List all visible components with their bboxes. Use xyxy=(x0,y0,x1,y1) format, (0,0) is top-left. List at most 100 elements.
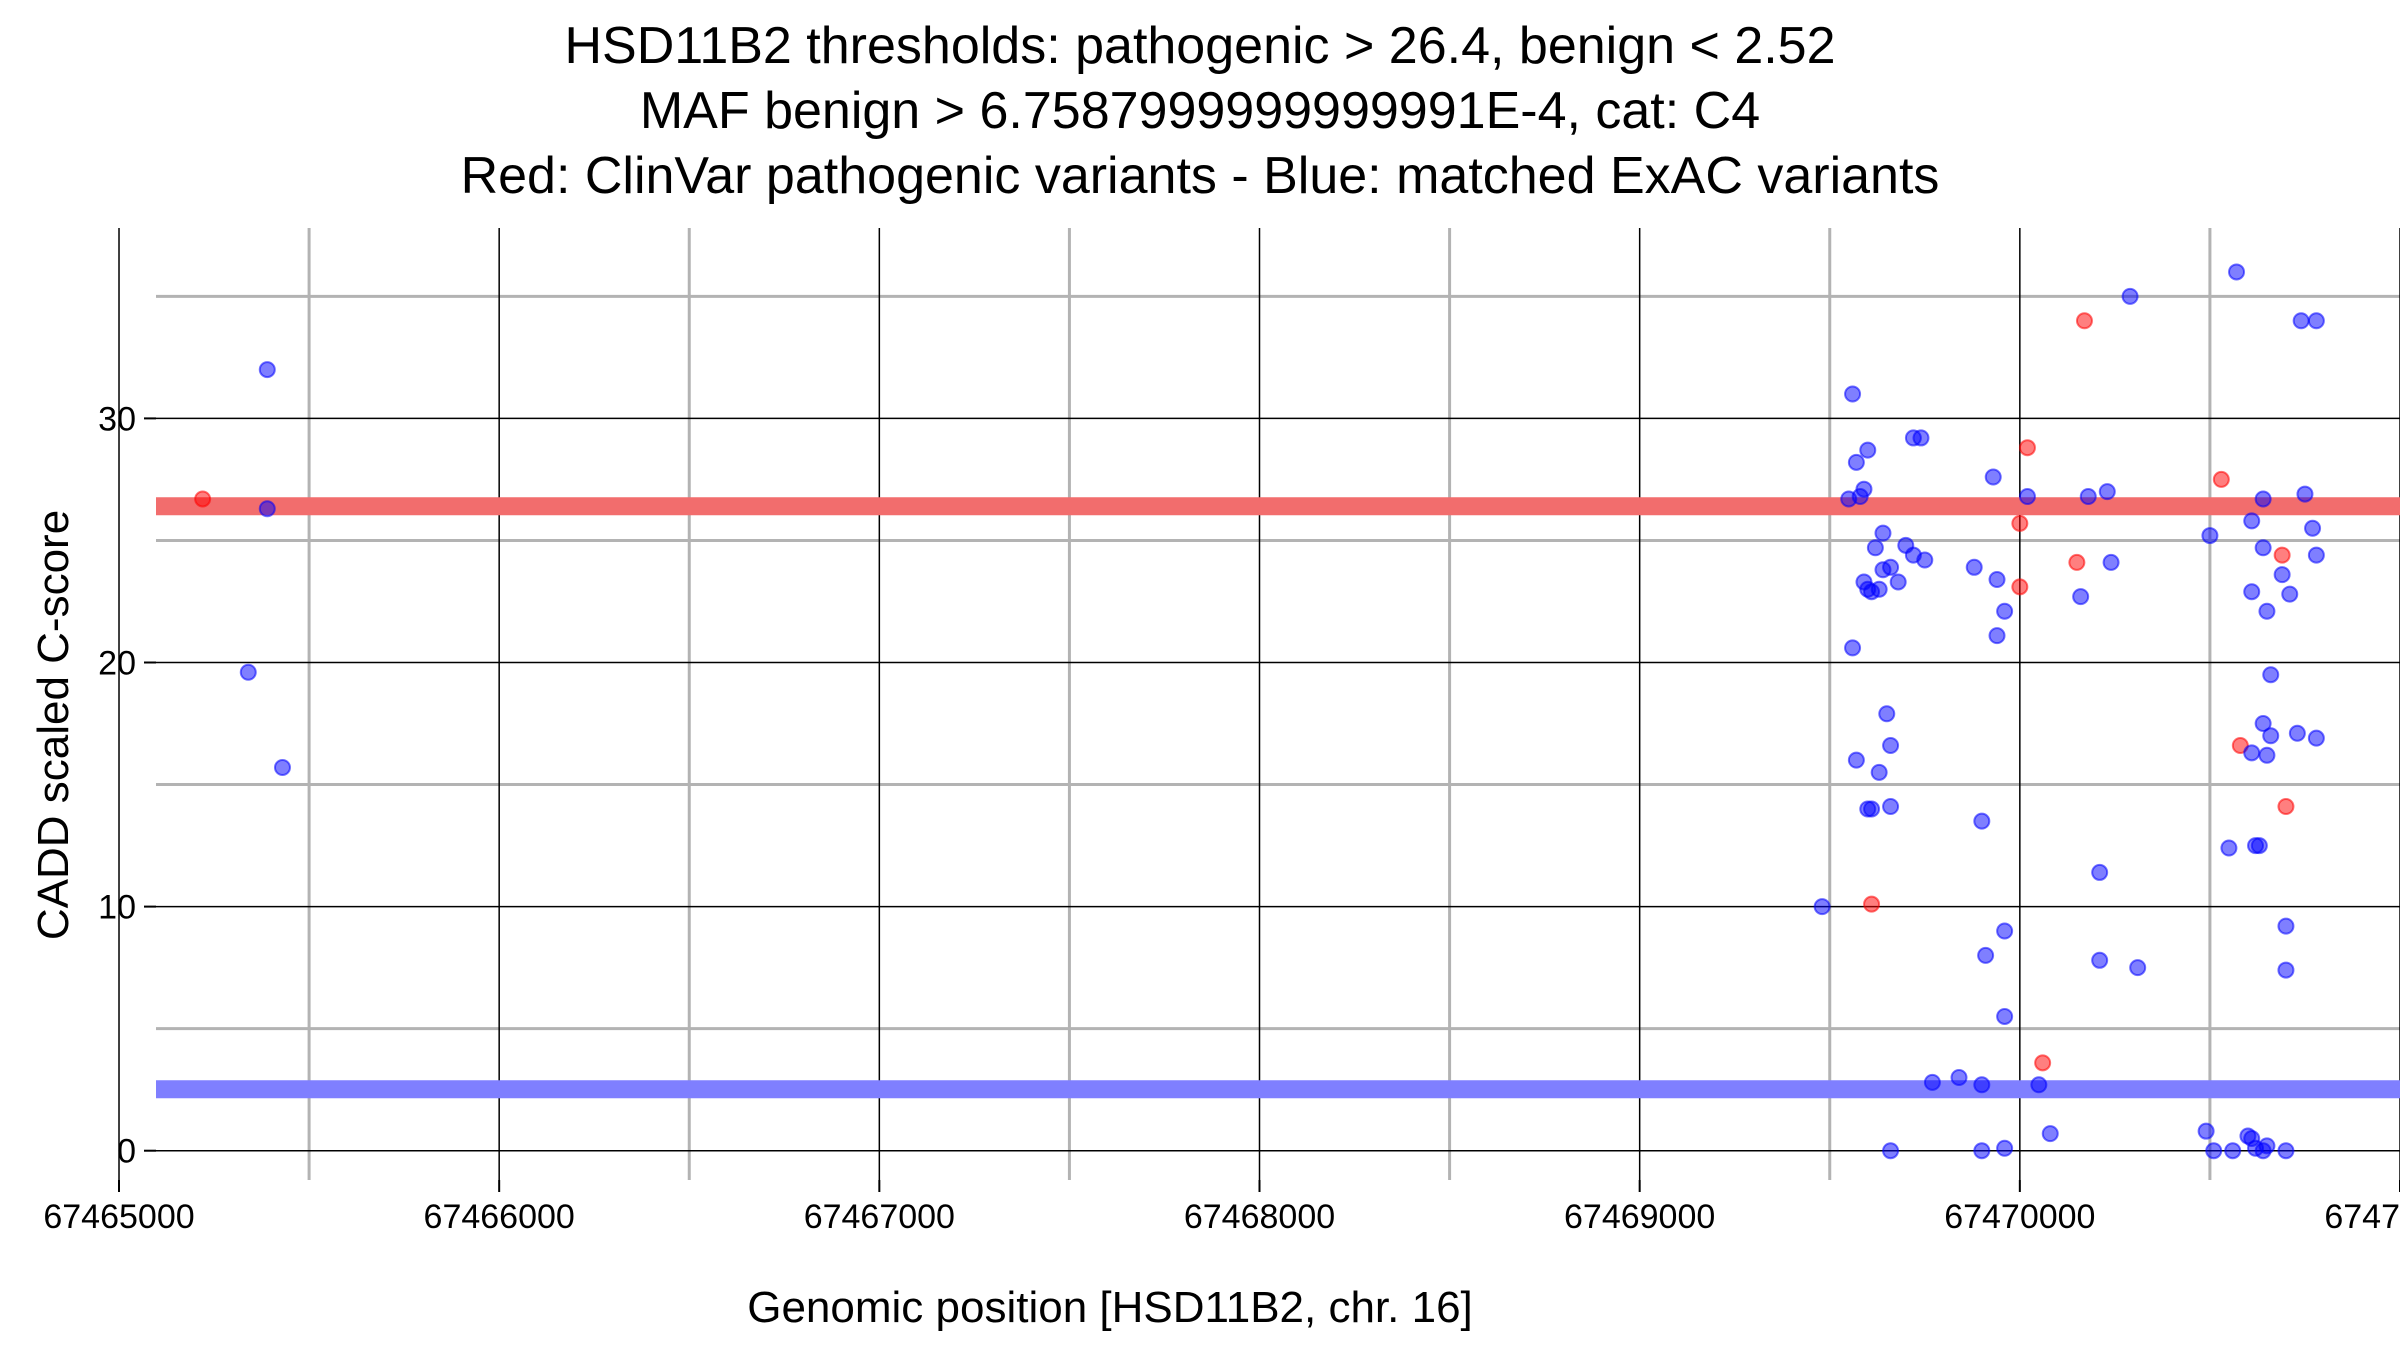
exac-point xyxy=(2091,951,2109,969)
exac-point xyxy=(2220,839,2238,857)
exac-point xyxy=(2243,583,2261,601)
exac-point xyxy=(1847,751,1865,769)
clinvar-point xyxy=(2011,578,2029,596)
clinvar-point xyxy=(1863,895,1881,913)
exac-point xyxy=(2224,1142,2242,1160)
exac-point xyxy=(2243,744,2261,762)
exac-point xyxy=(1950,1068,1968,1086)
chart-title: HSD11B2 thresholds: pathogenic > 26.4, b… xyxy=(0,14,2400,209)
exac-point xyxy=(2307,729,2325,747)
exac-point xyxy=(1866,539,1884,557)
exac-point xyxy=(2228,263,2246,281)
exac-point xyxy=(2304,519,2322,537)
clinvar-point xyxy=(2034,1054,2052,1072)
x-tick-label: 67470000 xyxy=(1944,1198,2095,1236)
exac-point xyxy=(1878,705,1896,723)
title-line-3: Red: ClinVar pathogenic variants - Blue:… xyxy=(460,147,1940,205)
exac-point xyxy=(1912,429,1930,447)
exac-point xyxy=(2273,566,2291,584)
exac-point xyxy=(1882,1142,1900,1160)
exac-point xyxy=(1844,639,1862,657)
clinvar-point xyxy=(194,490,212,508)
exac-point xyxy=(2277,1142,2295,1160)
y-tick-label: 30 xyxy=(98,400,136,438)
threshold-lines xyxy=(156,497,2400,1099)
exac-point xyxy=(2205,1142,2223,1160)
exac-point xyxy=(1882,736,1900,754)
exac-point xyxy=(273,758,291,776)
exac-point xyxy=(2197,1122,2215,1140)
exac-point xyxy=(2258,746,2276,764)
exac-point xyxy=(2258,1137,2276,1155)
x-tick-label: 67471000 xyxy=(2324,1198,2400,1236)
exac-point xyxy=(1988,627,2006,645)
exac-point xyxy=(2307,312,2325,330)
exac-point xyxy=(2243,512,2261,530)
exac-point xyxy=(2277,961,2295,979)
x-tick-label: 67465000 xyxy=(43,1198,194,1236)
y-axis-title: CADD scaled C-score xyxy=(29,510,78,940)
clinvar-point xyxy=(2212,470,2230,488)
title-line-1: HSD11B2 thresholds: pathogenic > 26.4, b… xyxy=(564,17,1836,75)
exac-point xyxy=(1988,571,2006,589)
exac-point xyxy=(1996,1007,2014,1025)
exac-point xyxy=(2091,863,2109,881)
x-axis-title: Genomic position [HSD11B2, chr. 16] xyxy=(747,1283,1473,1332)
exac-point xyxy=(1859,441,1877,459)
exac-point xyxy=(1882,798,1900,816)
exac-point xyxy=(1973,812,1991,830)
clinvar-point xyxy=(2011,514,2029,532)
y-tick-label: 10 xyxy=(98,889,136,927)
exac-point xyxy=(258,361,276,379)
exac-point xyxy=(2102,553,2120,571)
title-line-2: MAF benign > 6.7587999999999991E-4, cat:… xyxy=(639,82,1761,140)
exac-point xyxy=(2254,715,2272,733)
exac-point xyxy=(2018,488,2036,506)
exac-point xyxy=(1847,453,1865,471)
exac-point xyxy=(2262,727,2280,745)
exac-point xyxy=(1973,1142,1991,1160)
exac-point xyxy=(1889,573,1907,591)
exac-point xyxy=(2121,287,2139,305)
exac-point xyxy=(2098,483,2116,501)
exac-point xyxy=(2079,488,2097,506)
exac-point xyxy=(1996,1139,2014,1157)
exac-point xyxy=(1923,1073,1941,1091)
exac-point xyxy=(2307,546,2325,564)
clinvar-point xyxy=(2018,439,2036,457)
exac-point xyxy=(2281,585,2299,603)
exac-point xyxy=(1973,1076,1991,1094)
exac-point xyxy=(1904,546,1922,564)
exac-point xyxy=(1870,763,1888,781)
exac-point xyxy=(2072,588,2090,606)
x-tick-label: 67466000 xyxy=(424,1198,575,1236)
exac-point xyxy=(1870,580,1888,598)
x-tick-label: 67467000 xyxy=(804,1198,955,1236)
exac-point xyxy=(1965,558,1983,576)
axis-ticks: 0 10 20 30 67465000 67466000 67467000 67468000 6… xyxy=(43,400,2400,1236)
exac-point xyxy=(2296,485,2314,503)
exac-point xyxy=(258,500,276,518)
exac-point xyxy=(1863,800,1881,818)
exac-point xyxy=(2201,527,2219,545)
minor-grid xyxy=(156,228,2400,1180)
data-points xyxy=(194,263,2325,1160)
exac-point xyxy=(1996,922,2014,940)
clinvar-point xyxy=(2075,312,2093,330)
y-tick-label: 0 xyxy=(117,1133,136,1171)
exac-point xyxy=(2129,959,2147,977)
x-tick-label: 67468000 xyxy=(1184,1198,1335,1236)
clinvar-point xyxy=(2068,553,2086,571)
exac-point xyxy=(1996,602,2014,620)
exac-point xyxy=(1855,480,1873,498)
clinvar-point xyxy=(2273,546,2291,564)
exac-point xyxy=(2254,539,2272,557)
exac-point xyxy=(1874,524,1892,542)
exac-point xyxy=(239,663,257,681)
exac-point xyxy=(1844,385,1862,403)
exac-point xyxy=(2247,837,2265,855)
clinvar-point xyxy=(2277,798,2295,816)
major-grid xyxy=(118,228,2400,1180)
exac-point xyxy=(1984,468,2002,486)
